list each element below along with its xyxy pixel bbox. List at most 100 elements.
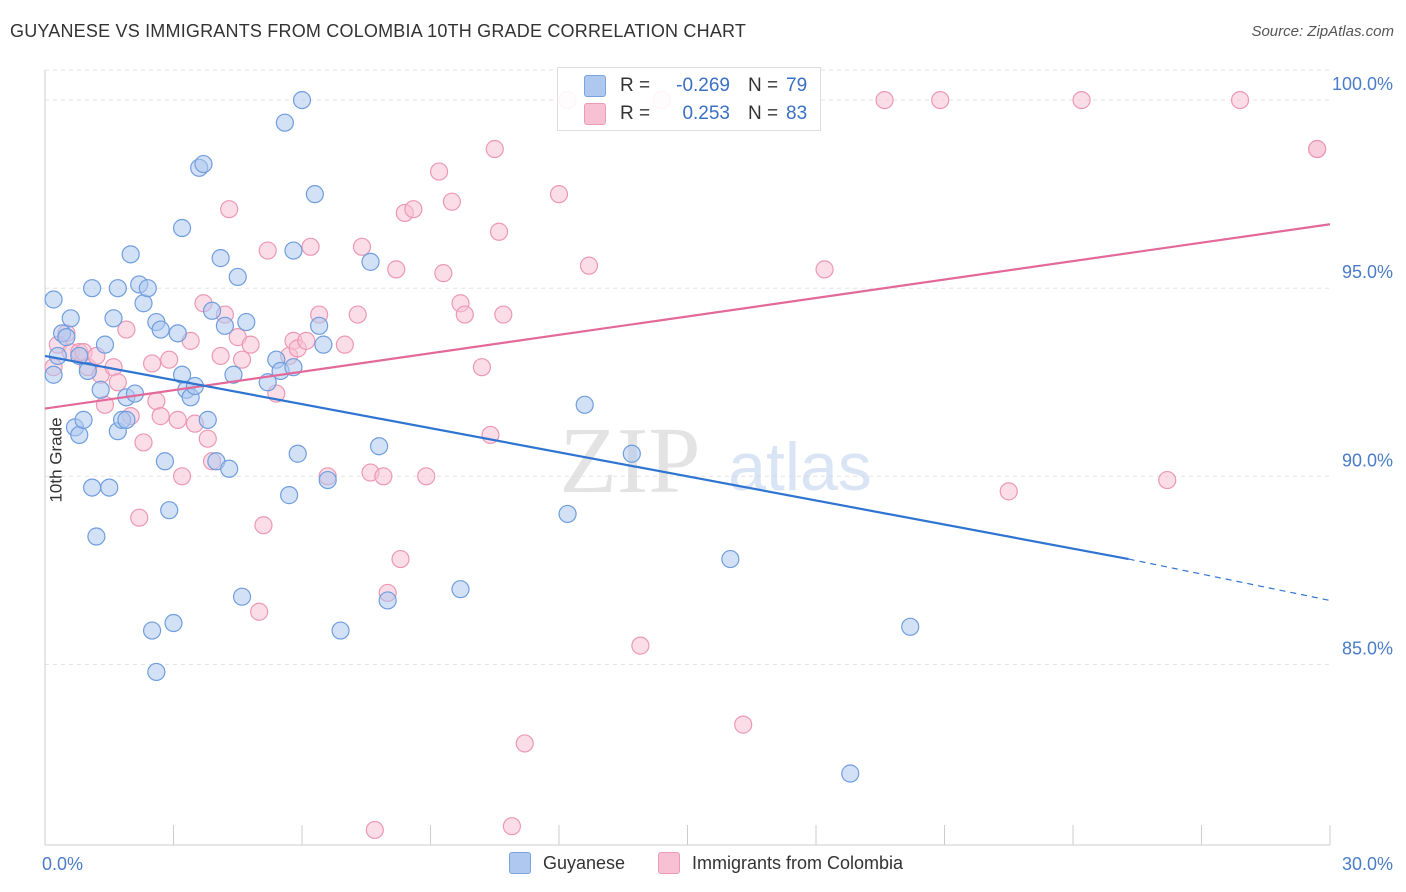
y-tick-label: 95.0% [1342,262,1393,282]
point-colombia [815,260,834,279]
point-colombia [472,358,491,377]
point-colombia [117,320,136,339]
point-guyanese [74,410,93,429]
point-colombia [151,407,170,426]
point-guyanese [83,279,102,298]
legend-item-colombia[interactable]: Immigrants from Colombia [658,852,903,874]
point-colombia [168,410,187,429]
point-guyanese [280,486,299,505]
legend-r-value: -0.269 [676,75,730,96]
point-guyanese [310,316,329,335]
point-guyanese [841,764,860,783]
point-guyanese [91,380,110,399]
point-guyanese [164,613,183,633]
point-guyanese [138,279,157,298]
point-guyanese [147,662,166,682]
y-axis-label: 10th Grade [46,417,66,503]
point-colombia [485,139,504,159]
x-tick-label-min: 0.0% [42,854,83,874]
point-guyanese [575,395,594,414]
point-guyanese [134,294,153,313]
point-colombia [241,335,260,354]
point-guyanese [314,335,333,354]
point-colombia [142,354,162,373]
chart-title: GUYANESE VS IMMIGRANTS FROM COLOMBIA 10T… [10,21,747,41]
point-colombia [134,433,153,452]
point-colombia [387,260,406,279]
point-colombia [579,256,599,275]
legend-swatch-pink [584,103,606,125]
point-colombia [391,549,410,569]
point-guyanese [100,478,119,497]
point-guyanese [155,452,175,471]
point-guyanese [901,617,920,636]
legend-swatch-blue [509,852,531,874]
legend-n-value: 79 [786,75,808,96]
point-guyanese [361,252,380,271]
point-colombia [549,185,569,204]
point-colombia [494,305,513,324]
legend-n-value: 83 [786,103,808,124]
point-guyanese [78,361,97,381]
legend-swatch-blue [584,75,606,97]
point-colombia [220,200,239,219]
point-guyanese [284,241,303,260]
point-guyanese [168,324,187,343]
point-guyanese [211,249,230,268]
point-guyanese [305,185,324,204]
point-guyanese [198,410,217,429]
point-guyanese [370,437,389,456]
legend-item-guyanese[interactable]: Guyanese [509,852,625,874]
point-colombia [130,508,149,527]
point-guyanese [142,621,162,640]
point-colombia [335,335,354,354]
point-colombia [250,602,269,621]
point-guyanese [232,587,252,606]
x-tick-label-max: 30.0% [1342,854,1393,874]
y-tick-label: 100.0% [1332,74,1393,94]
legend-r-label: R = [620,103,651,124]
point-colombia [734,715,753,734]
point-colombia [348,305,367,324]
point-guyanese [87,527,106,546]
point-colombia [631,636,650,655]
trend-lines [44,223,1331,602]
point-colombia [297,331,316,350]
point-guyanese [288,444,307,463]
point-colombia [374,467,393,486]
stats-legend: R = -0.269 N = 79 R = 0.253 N = 83 [557,67,821,131]
point-colombia [404,200,423,219]
point-colombia [232,350,252,369]
point-colombia [352,237,372,256]
point-guyanese [331,621,350,640]
legend-r-value: 0.253 [682,103,730,124]
legend-n-label: N = [748,103,779,124]
point-colombia [211,346,230,366]
point-guyanese [558,504,577,524]
axes [44,70,1331,846]
point-guyanese [451,580,470,599]
legend-label-guyanese: Guyanese [543,852,626,873]
point-colombia [172,467,192,486]
point-colombia [147,391,166,411]
legend-label-colombia: Immigrants from Colombia [692,852,904,873]
legend-row-guyanese: R = -0.269 N = 79 [584,73,807,99]
legend-n-label: N = [748,75,779,96]
point-guyanese [721,549,740,569]
point-colombia [515,734,534,753]
point-colombia [1158,470,1177,490]
legend-swatch-pink [658,852,680,874]
source-credit: Source: ZipAtlas.com [1251,23,1394,40]
point-colombia [931,90,950,110]
point-colombia [1308,139,1327,159]
point-colombia [254,516,273,535]
point-guyanese [70,346,89,366]
point-colombia [160,350,179,369]
point-guyanese [108,279,127,298]
point-guyanese [70,425,89,445]
point-colombia [875,90,894,110]
trend-line-guyanese [44,354,1129,561]
point-colombia [502,817,521,836]
series-legend: Guyanese Immigrants from Colombia [0,852,1406,878]
